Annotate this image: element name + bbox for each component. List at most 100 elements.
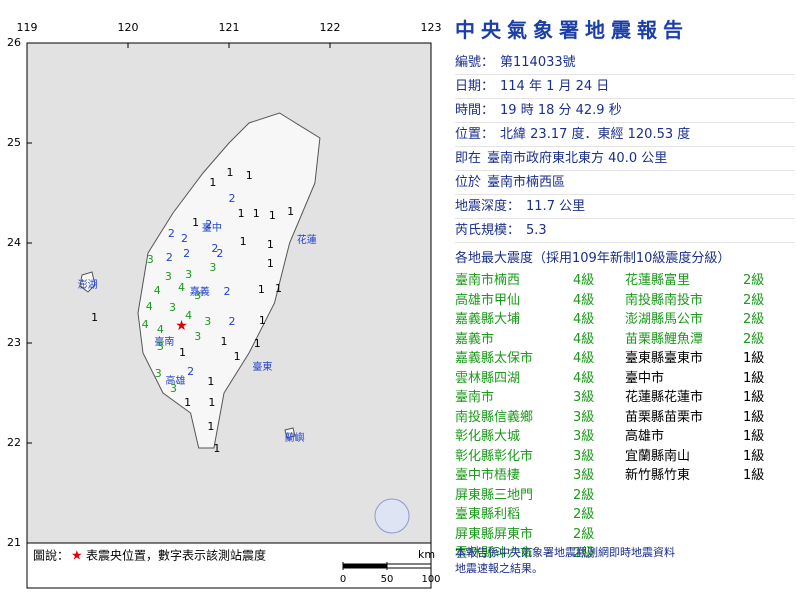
station-intensity: 1 [246,169,253,182]
intensity-row: 宜蘭縣南山 1級 [625,447,795,467]
station-intensity: 3 [157,340,164,353]
station-intensity: 2 [187,365,194,378]
level: 2級 [573,487,595,503]
place: 臺中市 [625,370,665,386]
station-intensity: 3 [155,367,162,380]
place: 新竹縣竹東 [625,468,691,483]
station-intensity: 1 [275,282,282,295]
station-intensity: 1 [253,207,260,220]
station-intensity: 1 [207,420,214,433]
station-intensity: 4 [146,300,153,313]
station-intensity: 1 [207,375,214,388]
field: 日期： 114 年 1 月 24 日 [455,75,795,99]
level: 1級 [743,370,765,386]
intensity-row: 彰化縣大城 3級 [455,427,625,447]
station-intensity: 2 [229,315,236,328]
legend-star: ★ [71,549,83,564]
intensity-heading: 各地最大震度（採用109年新制10級震度分級） [455,251,731,266]
intensity-row: 臺中市梧棲 3級 [455,466,625,486]
epicenter: ★ [175,318,188,334]
level: 1級 [743,468,765,483]
station-intensity: 1 [234,350,241,363]
station-intensity: 1 [184,396,191,409]
station-intensity: 4 [178,281,185,294]
level: 3級 [573,448,595,464]
intensity-row: 雲林縣斗六市 2級 [455,544,625,564]
intensity-row: 嘉義縣太保市 4級 [455,349,625,369]
field: 芮氏規模： 5.3 [455,219,795,243]
intensity-row: 彰化縣彰化市 3級 [455,447,625,467]
level: 1級 [743,448,765,464]
place-label: 臺南 [154,335,174,348]
field-value: 114 年 1 月 24 日 [500,79,610,94]
scale-segment [386,563,432,569]
level: 3級 [573,409,595,425]
intensity-row: 花蓮縣富里 2級 [625,271,795,291]
place-label: 高雄 [165,374,185,387]
place-label: 花蓮 [297,233,317,246]
intensity-row: 花蓮縣花蓮市 1級 [625,388,795,408]
y-tick-label: 22 [7,436,21,449]
field-label: 編號： [455,55,495,70]
place: 嘉義市 [455,331,495,347]
intensity-row: 臺南市 3級 [455,388,625,408]
station-intensity: 3 [147,253,154,266]
field-value: 第114033號 [500,55,576,70]
scale-label: 100 [421,574,440,585]
x-tick-label: 119 [17,21,38,34]
station-intensity: 3 [165,270,172,283]
station-intensity: 2 [216,247,223,260]
station-intensity: 1 [267,238,274,251]
station-intensity: 1 [259,314,266,327]
report-panel: 中央氣象署地震報告 編號： 第114033號 日期： 114 年 1 月 24 日時間… [455,14,795,564]
place: 宜蘭縣南山 [625,448,691,464]
place: 雲林縣斗六市 [455,546,534,561]
place: 屏東縣三地門 [455,487,534,503]
footnote: 本報告係中央氣象署地震觀測網即時地震資料 地震速報之結果。 [455,545,785,577]
intensity-row: 臺東縣臺東市 1級 [625,349,795,369]
station-intensity: 1 [269,209,276,222]
station-intensity: 1 [213,442,220,455]
station-intensity: 2 [166,251,173,264]
field: 時間： 19 時 18 分 42.9 秒 [455,99,795,123]
intensity-column: 臺南市楠西 4級 高雄市甲仙 4級 嘉義縣大埔 4級 嘉義市 4級 嘉義縣太保市 4級 雲林縣四湖 4… [455,271,625,564]
intensity-row: 臺中市 1級 [625,369,795,389]
field-value: 11.7 公里 [526,199,586,214]
intensity-row: 屏東縣三地門 2級 [455,486,625,506]
field: 即在 臺南市政府東北東方 40.0 公里 [455,147,795,171]
place: 高雄市甲仙 [455,292,521,308]
station-intensity: 1 [91,311,98,324]
field-label: 時間： [455,103,495,118]
station-intensity: 4 [154,284,161,297]
lanyu-outline [284,427,296,439]
level: 1級 [743,351,765,366]
station-intensity: 4 [157,323,164,336]
station-intensity: 1 [227,166,234,179]
station-intensity: 3 [204,315,211,328]
intensity-row: 屏東縣屏東市 2級 [455,525,625,545]
station-intensity: 4 [142,318,149,331]
intensity-table: 臺南市楠西 4級 高雄市甲仙 4級 嘉義縣大埔 4級 嘉義市 4級 嘉義縣太保市 4級 雲林縣四湖 4… [455,271,795,564]
intensity-row: 臺南市楠西 4級 [455,271,625,291]
station-intensity: 3 [194,330,201,343]
y-tick-label: 24 [7,236,21,249]
level: 4級 [573,273,595,288]
intensity-row: 嘉義市 4級 [455,330,625,350]
level: 2級 [573,526,595,542]
station-intensity: 1 [220,335,227,348]
place: 臺中市梧棲 [455,468,521,483]
station-intensity: 3 [185,268,192,281]
station-intensity: 2 [205,218,212,231]
scale-segment [342,563,388,569]
station-intensity: 2 [223,285,230,298]
field-value: 北緯 23.17 度．東經 120.53 度 [500,127,691,142]
intensity-row: 高雄市 1級 [625,427,795,447]
intensity-row: 南投縣信義鄉 3級 [455,408,625,428]
station-intensity: 3 [194,289,201,302]
station-intensity: 1 [209,176,216,189]
place: 苗栗縣鯉魚潭 [625,331,704,347]
field-label: 地震深度： [455,199,521,214]
place: 臺東縣臺東市 [625,351,704,366]
station-intensity: 1 [179,346,186,359]
place: 彰化縣大城 [455,429,521,444]
